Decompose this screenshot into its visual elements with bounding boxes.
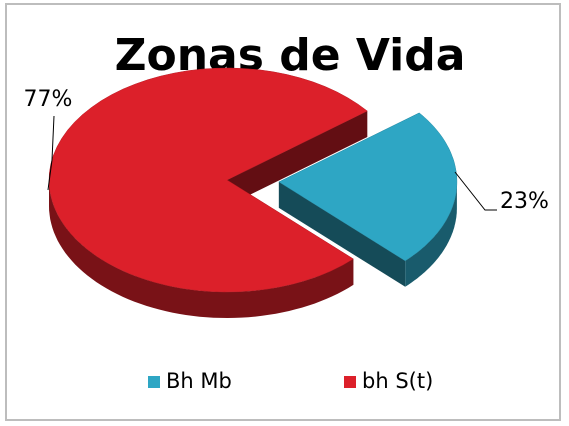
legend-label: bh S(t) [362,369,433,393]
slice [48,67,368,293]
slice [278,112,458,262]
data-label: 77% [24,87,73,112]
legend-swatch [344,376,356,388]
chart-title: Zonas de Vida [115,30,466,81]
slice-side [49,180,354,318]
data-label: 23% [500,189,549,214]
leader-line [454,171,497,211]
legend-label: Bh Mb [166,369,232,393]
leader-line [47,115,55,191]
slice-wall [227,111,368,206]
slice-side [405,181,457,287]
legend-swatch [148,376,160,388]
slice-wall [278,181,406,287]
